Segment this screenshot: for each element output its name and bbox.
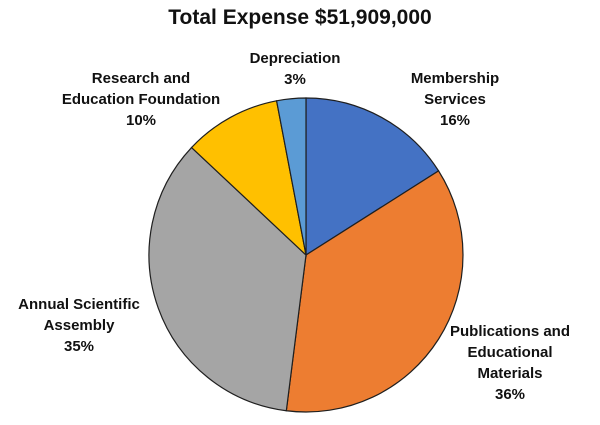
slice-name-line: Assembly [44,317,116,334]
slice-name-line: Depreciation [250,50,341,67]
slice-label-publications-educational-materials: Publications and Educational Materials 36% [450,323,570,403]
slice-label-annual-scientific-assembly: Annual Scientific Assembly 35% [18,296,140,355]
slice-name-line: Educational [467,344,552,361]
pie-slices [148,97,464,413]
slice-percent-label: 16% [440,112,470,129]
slice-percent-label: 35% [64,338,94,355]
slice-name-line: Services [424,91,486,108]
slice-name-line: Education Foundation [62,91,220,108]
pie-slice-publications-educational-materials [285,170,464,413]
slice-name-line: Materials [477,365,542,382]
slice-name-line: Research and [92,70,190,87]
pie-slice-annual-scientific-assembly [148,146,307,412]
pie-slice-membership-services [305,97,440,257]
pie-slice-research-education-foundation [190,100,307,257]
slice-label-research-education-foundation: Research and Education Foundation 10% [62,70,220,129]
pie-slice-depreciation [275,97,307,256]
slice-name-line: Publications and [450,323,570,340]
slice-name-line: Membership [411,70,499,87]
slice-labels: Membership Services 16% Publications and Edu… [18,50,570,403]
chart-title: Total Expense $51,909,000 [168,6,432,29]
slice-label-depreciation: Depreciation 3% [250,50,341,88]
slice-percent-label: 10% [126,112,156,129]
slice-percent-label: 36% [495,386,525,403]
slice-percent-label: 3% [284,71,306,88]
slice-label-membership-services: Membership Services 16% [411,70,499,129]
slice-name-line: Annual Scientific [18,296,140,313]
